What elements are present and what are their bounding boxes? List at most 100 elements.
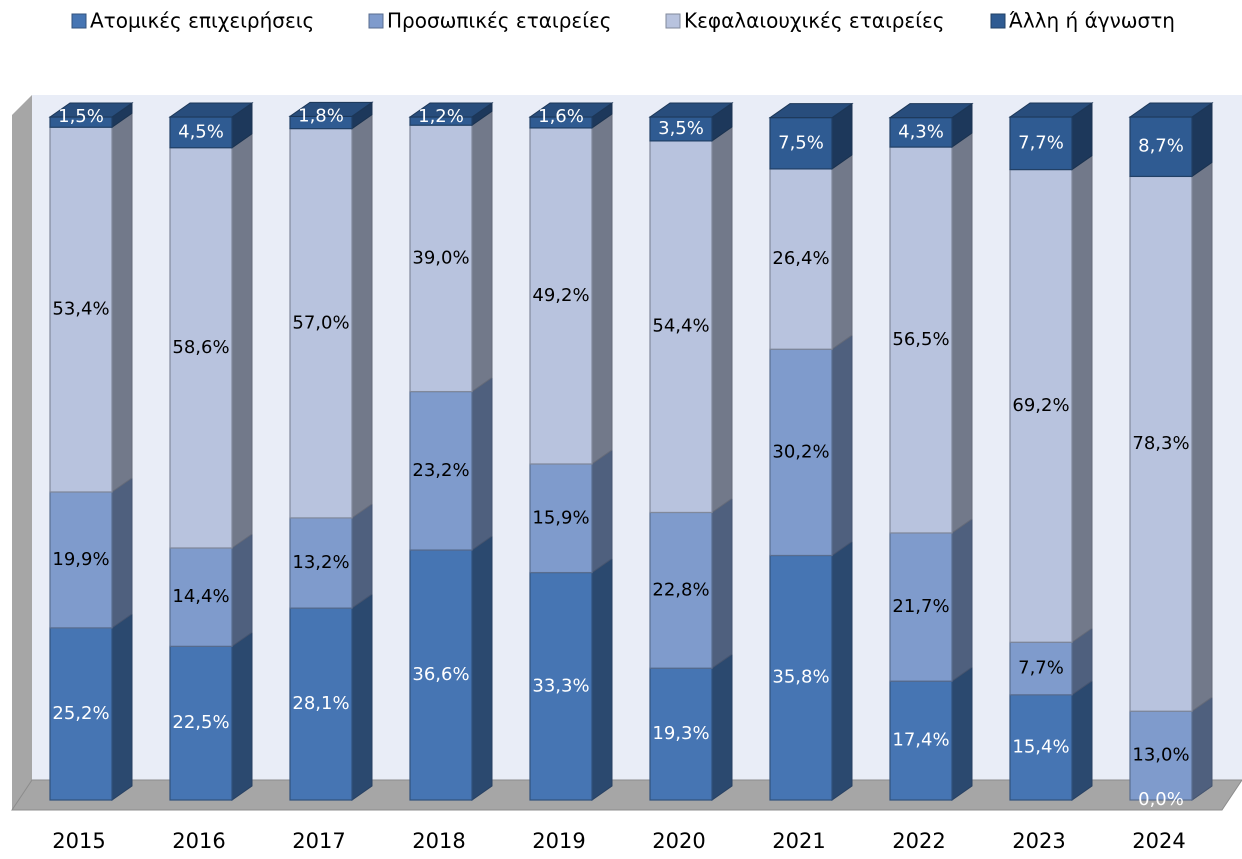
value-label: 0,0% [1138, 789, 1184, 810]
value-label: 1,6% [538, 106, 584, 127]
bar-segment [1009, 116, 1073, 171]
bar-side [471, 110, 493, 393]
value-label: 33,3% [532, 675, 589, 696]
value-label: 13,0% [1132, 745, 1189, 766]
bar-segment [1129, 116, 1193, 178]
legend-label: Άλλη ή άγνωστη [1009, 9, 1175, 33]
bar-top [1128, 102, 1214, 118]
value-label: 4,3% [898, 121, 944, 142]
bar-side [711, 653, 733, 801]
value-label: 39,0% [412, 247, 469, 268]
bar-segment [889, 146, 953, 534]
value-label: 78,3% [1132, 433, 1189, 454]
bar-side [711, 497, 733, 670]
bar-top [288, 101, 374, 117]
value-label: 14,4% [172, 586, 229, 607]
x-tick-label: 2022 [892, 829, 945, 853]
bar-side [831, 153, 853, 351]
bar-top [888, 103, 974, 119]
value-label: 57,0% [292, 312, 349, 333]
value-label: 19,9% [52, 549, 109, 570]
value-label: 15,4% [1012, 736, 1069, 757]
bar-segment [529, 571, 593, 801]
bar-side [231, 533, 253, 648]
bar-top [648, 102, 734, 118]
value-label: 19,3% [652, 723, 709, 744]
value-label: 26,4% [772, 248, 829, 269]
bar-segment [769, 117, 833, 170]
value-label: 7,7% [1018, 132, 1064, 153]
bar-side [1191, 696, 1213, 801]
value-label: 7,5% [778, 132, 824, 153]
bar-segment [289, 128, 353, 519]
bar-segment [889, 680, 953, 801]
value-label: 4,5% [178, 121, 224, 142]
bar-segment [529, 463, 593, 574]
bar-top [1008, 102, 1094, 118]
x-tick-label: 2024 [1132, 829, 1185, 853]
bar-segment [409, 549, 473, 801]
x-tick-label: 2018 [412, 829, 465, 853]
bar-side [1071, 679, 1093, 801]
bar-top [528, 102, 614, 118]
value-label: 25,2% [52, 703, 109, 724]
bar-side [711, 125, 733, 514]
value-label: 15,9% [532, 507, 589, 528]
bar-segment [49, 126, 113, 493]
bar-segment [1129, 710, 1193, 801]
value-label: 21,7% [892, 596, 949, 617]
value-label: 54,4% [652, 316, 709, 337]
bar-side [951, 517, 973, 683]
value-label: 3,5% [658, 118, 704, 139]
value-label: 7,7% [1018, 658, 1064, 679]
bar-side [591, 449, 613, 574]
bar-segment [889, 532, 953, 682]
bar-segment [1009, 694, 1073, 801]
bar-side [1071, 154, 1093, 644]
bar-side [471, 376, 493, 551]
bar-side [231, 132, 253, 549]
value-label: 17,4% [892, 730, 949, 751]
bar-segment [649, 140, 713, 514]
x-tick-label: 2020 [652, 829, 705, 853]
x-tick-label: 2016 [172, 829, 225, 853]
bar-segment [1129, 175, 1193, 712]
bar-side [471, 535, 493, 801]
bar-segment [769, 348, 833, 557]
legend-label: Ατομικές επιχειρήσεις [90, 9, 314, 33]
value-label: 56,5% [892, 329, 949, 350]
value-label: 28,1% [292, 693, 349, 714]
x-tick-label: 2017 [292, 829, 345, 853]
bar-side [351, 502, 373, 610]
value-label: 30,2% [772, 441, 829, 462]
bar-top [168, 102, 254, 118]
bar-top [768, 103, 854, 119]
value-label: 1,8% [298, 105, 344, 126]
value-label: 22,8% [652, 579, 709, 600]
bar-top [408, 102, 494, 118]
bar-side [591, 557, 613, 801]
legend-swatch [665, 13, 681, 29]
legend-swatch [990, 13, 1006, 29]
bar-segment [529, 127, 593, 465]
legend-swatch [71, 13, 87, 29]
x-tick-label: 2015 [52, 829, 105, 853]
bar-side [111, 112, 133, 493]
value-label: 22,5% [172, 712, 229, 733]
x-tick-label: 2019 [532, 829, 585, 853]
legend-label: Προσωπικές εταιρείες [387, 9, 612, 33]
x-tick-label: 2023 [1012, 829, 1065, 853]
bar-side [111, 612, 133, 801]
value-label: 1,2% [418, 106, 464, 127]
bar-segment [289, 517, 353, 609]
bar-segment [49, 627, 113, 801]
side-wall [12, 95, 32, 810]
bar-side [231, 631, 253, 801]
bar-segment [169, 147, 233, 549]
value-label: 36,6% [412, 664, 469, 685]
bar-segment [649, 667, 713, 801]
bar-segment [769, 554, 833, 801]
bar-segment [169, 116, 233, 149]
bar-top [48, 102, 134, 118]
